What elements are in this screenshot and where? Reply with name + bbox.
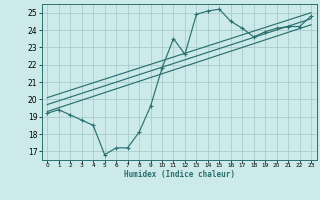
X-axis label: Humidex (Indice chaleur): Humidex (Indice chaleur): [124, 170, 235, 179]
